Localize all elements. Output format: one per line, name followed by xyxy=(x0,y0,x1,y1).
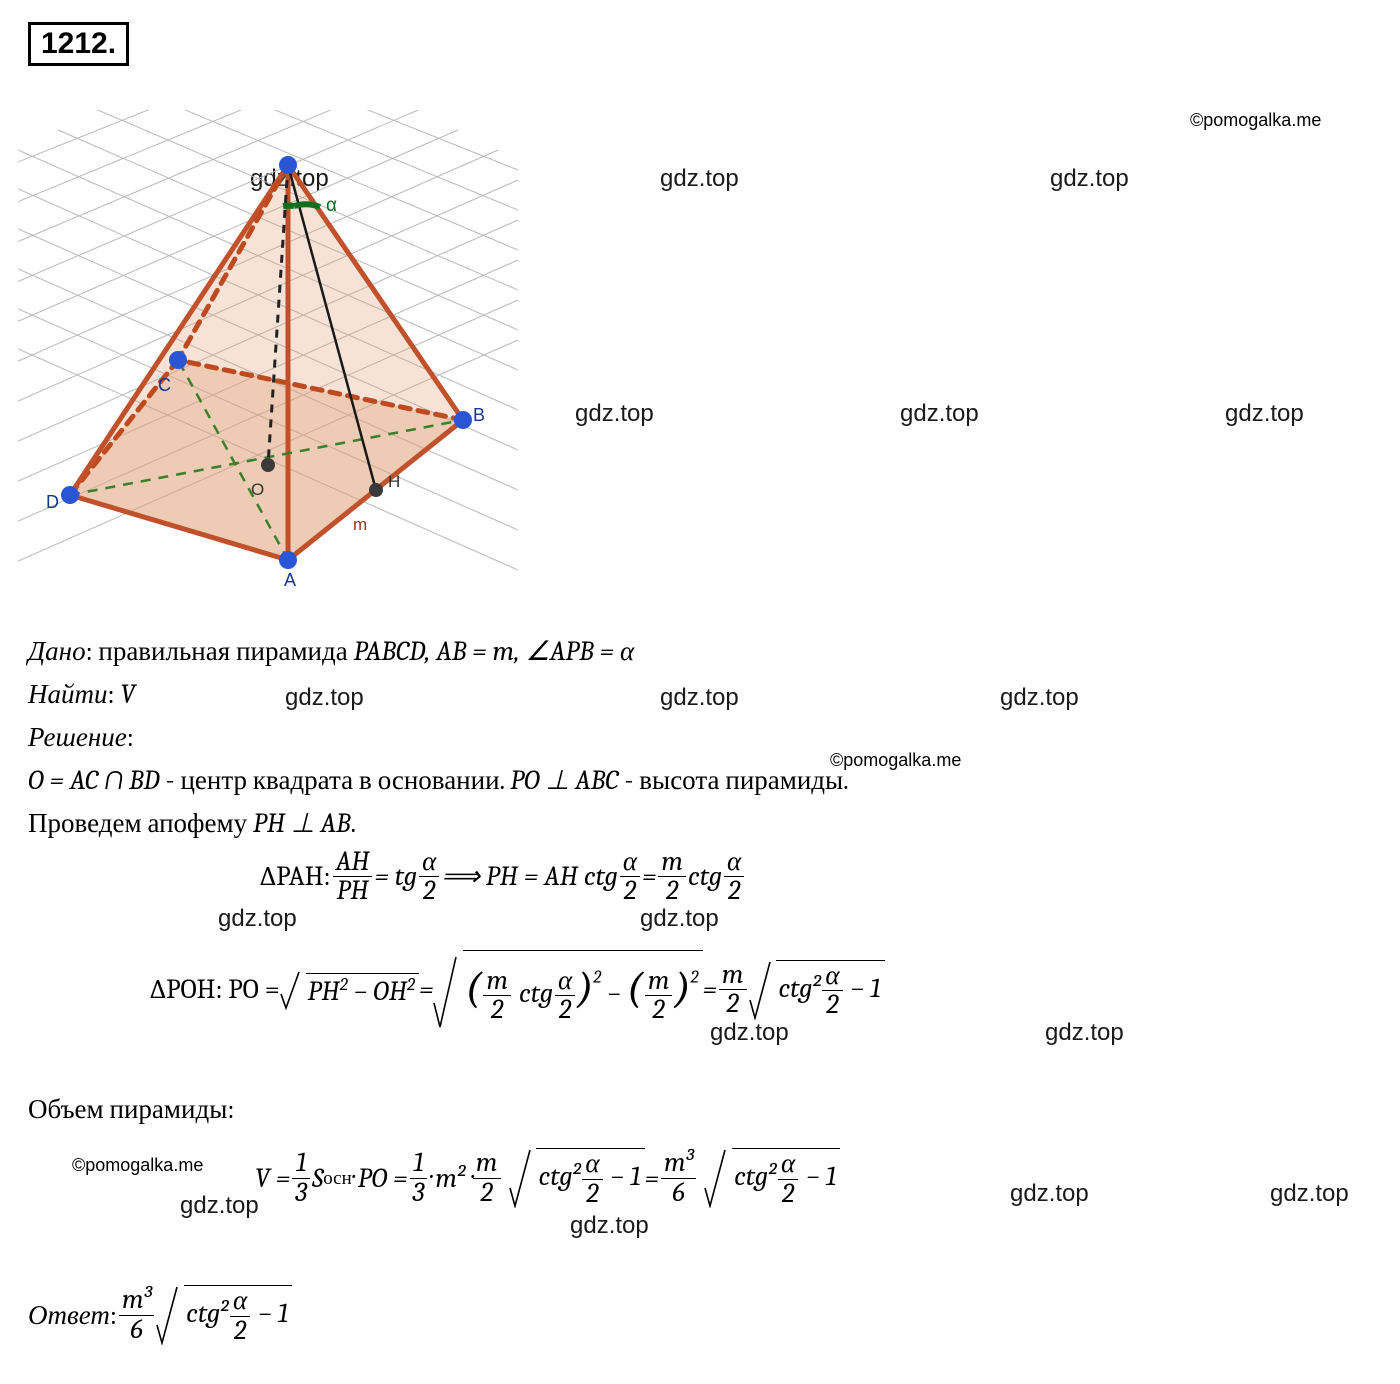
frac-m-2a: m 2 xyxy=(658,848,686,906)
watermark: gdz.top xyxy=(900,400,979,428)
find-label: Найти xyxy=(28,679,108,710)
radical-v2: ctg²α2 − 1 xyxy=(704,1148,840,1208)
label-m: m xyxy=(353,515,367,535)
watermark: gdz.top xyxy=(640,905,719,933)
radical-1: PH2 − OH2 xyxy=(280,970,419,1010)
radical-ans: ctg²α2 − 1 xyxy=(156,1285,292,1345)
pyramid-diagram: C B D A O H m α xyxy=(18,110,518,600)
watermark: gdz.top xyxy=(1000,684,1079,712)
watermark: gdz.top xyxy=(1045,1019,1124,1047)
watermark: gdz.top xyxy=(180,1192,259,1220)
po-perp: PO ⊥ ABC xyxy=(510,765,618,796)
label-D: D xyxy=(46,492,59,513)
find-V: V xyxy=(120,679,135,710)
radical-3: ctg²α2 − 1 xyxy=(749,960,885,1020)
given-text: : правильная пирамида xyxy=(86,636,354,667)
solution-line: Решение: xyxy=(28,718,134,757)
given-math: PABCD, AB = m, ∠APB = α xyxy=(354,636,634,667)
watermark: gdz.top xyxy=(660,684,739,712)
volume-label: Объем пирамиды: xyxy=(28,1090,234,1129)
frac-m-2b: m 2 xyxy=(719,961,747,1019)
eq-pah: ∆PAH: AH PH = tg α 2 ⟹ PH = AH ctg α 2 =… xyxy=(260,848,746,906)
copyright-2: ©pomogalka.me xyxy=(830,750,961,771)
page-root: 1212. ©pomogalka.me ©pomogalka.me ©pomog… xyxy=(0,0,1400,1384)
answer-line: Ответ: m³ 6 ctg²α2 − 1 xyxy=(28,1285,292,1345)
ph-perp: PH ⊥ AB xyxy=(253,808,351,839)
line-o: O = AC ∩ BD - центр квадрата в основании… xyxy=(28,761,849,800)
watermark: gdz.top xyxy=(570,1212,649,1240)
face-pab xyxy=(288,165,463,560)
watermark: gdz.top xyxy=(1010,1180,1089,1208)
problem-number-box: 1212. xyxy=(28,22,129,66)
label-C: C xyxy=(158,375,171,396)
angle-arc xyxy=(294,204,320,207)
watermark: gdz.top xyxy=(1270,1180,1349,1208)
copyright-1: ©pomogalka.me xyxy=(1190,110,1321,131)
apothem-line: Проведем апофему PH ⊥ AB. xyxy=(28,804,356,843)
frac-ah-ph: AH PH xyxy=(333,848,373,906)
solution-label: Решение xyxy=(28,722,127,753)
given-line: Дано: правильная пирамида PABCD, AB = m,… xyxy=(28,632,634,671)
find-line: Найти: V xyxy=(28,675,135,714)
copyright-3: ©pomogalka.me xyxy=(72,1155,203,1176)
label-alpha: α xyxy=(326,195,337,217)
eq-volume: V = 13 Sосн · PO = 13 · m² · m2 ctg²α2 −… xyxy=(255,1148,840,1208)
watermark: gdz.top xyxy=(218,905,297,933)
watermark: gdz.top xyxy=(660,165,739,193)
label-H: H xyxy=(388,472,400,492)
watermark: gdz.top xyxy=(1050,165,1129,193)
radical-v1: ctg²α2 − 1 xyxy=(509,1148,645,1208)
frac-alpha-2a: α 2 xyxy=(419,848,439,906)
watermark: gdz.top xyxy=(1225,400,1304,428)
frac-alpha-2c: α 2 xyxy=(724,848,744,906)
find-colon: : xyxy=(108,679,121,710)
frac-alpha-2b: α 2 xyxy=(620,848,640,906)
given-label: Дано xyxy=(28,636,86,667)
problem-number: 1212. xyxy=(41,27,116,60)
label-B: B xyxy=(473,405,485,426)
label-O: O xyxy=(251,480,264,500)
o-eq: O = AC ∩ BD xyxy=(28,765,160,796)
watermark: gdz.top xyxy=(285,684,364,712)
radical-2: (m2 ctgα2)2 − (m2)2 xyxy=(433,950,702,1029)
answer-frac: m³ 6 xyxy=(119,1286,154,1344)
answer-label: Ответ xyxy=(28,1300,110,1331)
watermark: gdz.top xyxy=(575,400,654,428)
pyramid-svg xyxy=(18,110,518,600)
eq-poh: ∆POH: PO = PH2 − OH2 = (m2 ctgα2)2 − (m2… xyxy=(150,950,885,1029)
label-A: A xyxy=(284,570,296,591)
